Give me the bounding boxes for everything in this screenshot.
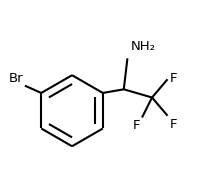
Text: F: F [133,119,140,132]
Text: NH₂: NH₂ [131,40,156,53]
Text: F: F [169,117,177,131]
Text: F: F [169,72,177,85]
Text: Br: Br [8,72,23,85]
